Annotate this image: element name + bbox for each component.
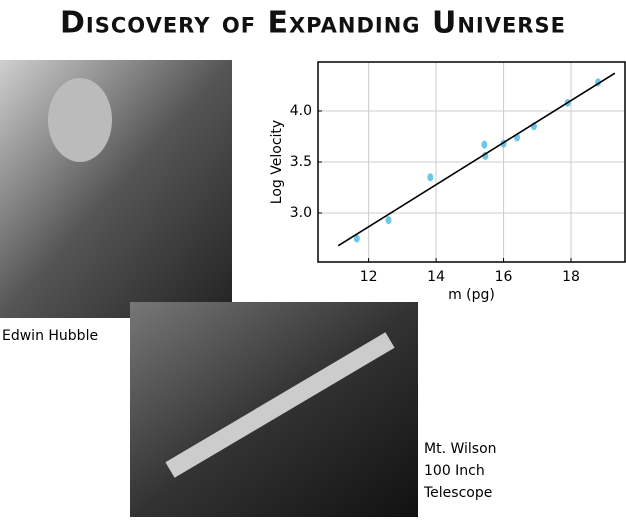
data-point xyxy=(353,234,360,243)
telescope-caption: 100 Inch xyxy=(424,463,485,479)
y-tick-label: 3.5 xyxy=(290,154,312,170)
data-point xyxy=(427,173,434,182)
title: Discovery of Expanding Universe xyxy=(60,6,566,41)
x-tick-label: 12 xyxy=(360,269,378,285)
x-axis-label: m (pg) xyxy=(448,287,495,303)
plot-frame xyxy=(317,61,626,263)
fit-line xyxy=(337,72,616,247)
chart: 12 14 16 18 3.0 3.5 4.0 m (pg) Log Velocity xyxy=(269,61,626,303)
y-tick-label: 4.0 xyxy=(290,103,312,119)
x-tick-label: 18 xyxy=(562,269,580,285)
photo-detail xyxy=(165,332,395,478)
hubble-photo xyxy=(0,60,232,318)
data-point xyxy=(385,216,392,225)
photo-detail xyxy=(48,78,112,162)
y-tick-label: 3.0 xyxy=(290,205,312,221)
telescope-caption: Telescope xyxy=(423,485,492,501)
y-axis-label: Log Velocity xyxy=(269,120,285,204)
telescope-caption: Mt. Wilson xyxy=(424,441,497,457)
hubble-caption: Edwin Hubble xyxy=(2,328,98,344)
x-tick-label: 16 xyxy=(495,269,513,285)
data-point xyxy=(481,140,488,149)
x-tick-label: 14 xyxy=(427,269,445,285)
